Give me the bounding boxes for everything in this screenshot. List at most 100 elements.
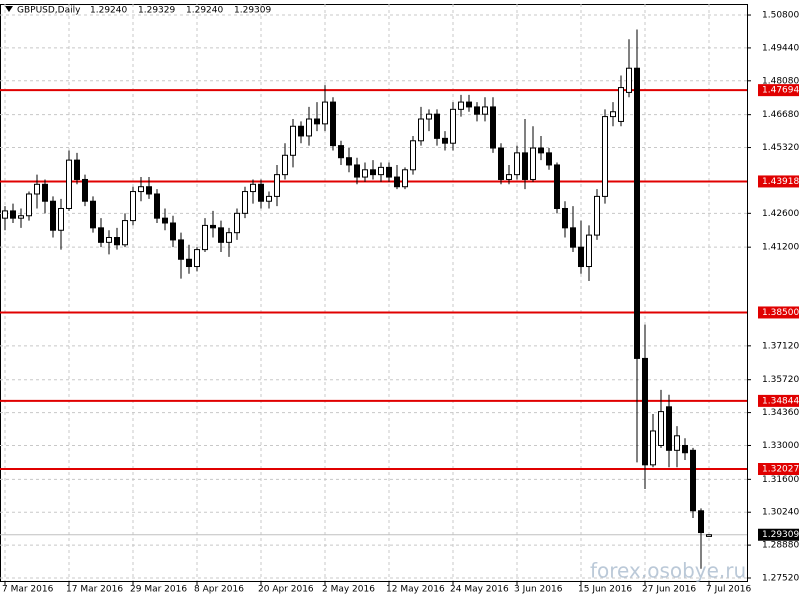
quote-value: 1.29329: [138, 6, 175, 16]
y-tick-label: 1.27520: [762, 574, 799, 584]
candle-body: [298, 125, 304, 137]
candle-body: [426, 113, 432, 120]
level-label-box: [758, 306, 799, 319]
candle-body: [698, 510, 704, 534]
candle-body: [666, 406, 672, 451]
candle-body: [394, 176, 400, 188]
candle-body: [202, 224, 208, 251]
candle-body: [330, 101, 336, 147]
candle-body: [658, 411, 664, 446]
candle-body: [346, 157, 352, 166]
candle-body: [570, 227, 576, 248]
level-label-box: [758, 394, 799, 407]
level-label-box: [758, 175, 799, 188]
candle-body: [410, 140, 416, 171]
candle-body: [602, 116, 608, 197]
x-tick-label: 2 May 2016: [322, 585, 375, 595]
candle-body: [194, 249, 200, 268]
candle-body: [474, 106, 480, 115]
y-tick-label: 1.37120: [762, 341, 799, 351]
candle-body: [138, 186, 144, 193]
candle-body: [442, 137, 448, 144]
candle-body: [82, 178, 88, 202]
quote-value: 1.29240: [90, 6, 127, 16]
candle-body: [498, 147, 504, 180]
candle-body: [546, 152, 552, 166]
x-tick-label: 7 Jul 2016: [706, 585, 751, 595]
candle-body: [386, 166, 392, 178]
candle-body: [562, 207, 568, 229]
candle-body: [122, 220, 128, 246]
candle-body: [266, 195, 272, 202]
candle-body: [42, 183, 48, 202]
candle-body: [282, 154, 288, 176]
y-tick-label: 1.41200: [762, 243, 799, 253]
candle-body: [98, 227, 104, 243]
y-tick-label: 1.35720: [762, 375, 799, 385]
candle-body: [690, 449, 696, 512]
y-tick-label: 1.33000: [762, 441, 799, 451]
candle-body: [378, 166, 384, 176]
candle-body: [434, 113, 440, 139]
candle-body: [530, 147, 536, 180]
x-tick-label: 29 Mar 2016: [130, 585, 187, 595]
y-tick-label: 1.31600: [762, 475, 799, 485]
candle-body: [226, 232, 232, 243]
candle-body: [2, 210, 8, 219]
candle-body: [106, 237, 112, 243]
y-tick-label: 1.50800: [762, 11, 799, 21]
level-label-box: [758, 84, 799, 97]
candle-body: [642, 357, 648, 466]
candle-body: [186, 258, 192, 268]
candle-body: [154, 193, 160, 219]
candle-body: [370, 169, 376, 176]
candle-body: [674, 435, 680, 451]
candle-body: [618, 87, 624, 122]
candle-body: [250, 183, 256, 193]
candle-body: [626, 67, 632, 93]
x-tick-label: 8 Apr 2016: [194, 585, 244, 595]
candle-body: [466, 101, 472, 108]
level-label: 1.47694: [762, 86, 799, 96]
candle-body: [114, 237, 120, 246]
level-label: 1.32027: [762, 465, 799, 475]
chart-title: GBPUSD,Daily: [17, 6, 81, 16]
candle-body: [66, 159, 72, 209]
candle-body: [418, 118, 424, 142]
y-tick-label: 1.49440: [762, 43, 799, 53]
candle-body: [50, 200, 56, 231]
candle-body: [402, 169, 408, 188]
candle-body: [218, 227, 224, 243]
candle-body: [74, 159, 80, 180]
x-tick-label: 24 May 2016: [450, 585, 509, 595]
candle-body: [490, 106, 496, 149]
candle-body: [362, 169, 368, 178]
plot-frame: [0, 4, 748, 582]
candle-body: [290, 125, 296, 156]
candle-body: [306, 118, 312, 137]
y-tick-label: 1.34360: [762, 408, 799, 418]
x-tick-label: 15 Jun 2016: [578, 585, 632, 595]
y-tick-label: 1.30240: [762, 508, 799, 518]
candle-body: [90, 200, 96, 229]
y-tick-label: 1.46680: [762, 110, 799, 120]
candle-body: [170, 222, 176, 241]
candle-body: [322, 101, 328, 125]
y-tick-label: 1.42600: [762, 209, 799, 219]
candle-body: [146, 186, 152, 195]
candle-body: [586, 234, 592, 268]
quote-value: 1.29240: [186, 6, 223, 16]
candle-body: [650, 430, 656, 466]
level-label-box: [758, 463, 799, 476]
current-price-label: 1.29309: [762, 530, 799, 540]
candle-body: [10, 210, 16, 219]
candle-body: [210, 224, 216, 229]
x-tick-label: 3 Jun 2016: [514, 585, 563, 595]
symbol-arrow: [5, 6, 13, 12]
candle-body: [178, 239, 184, 260]
candle-body: [706, 534, 712, 537]
candle-body: [522, 152, 528, 180]
candle-body: [354, 164, 360, 178]
